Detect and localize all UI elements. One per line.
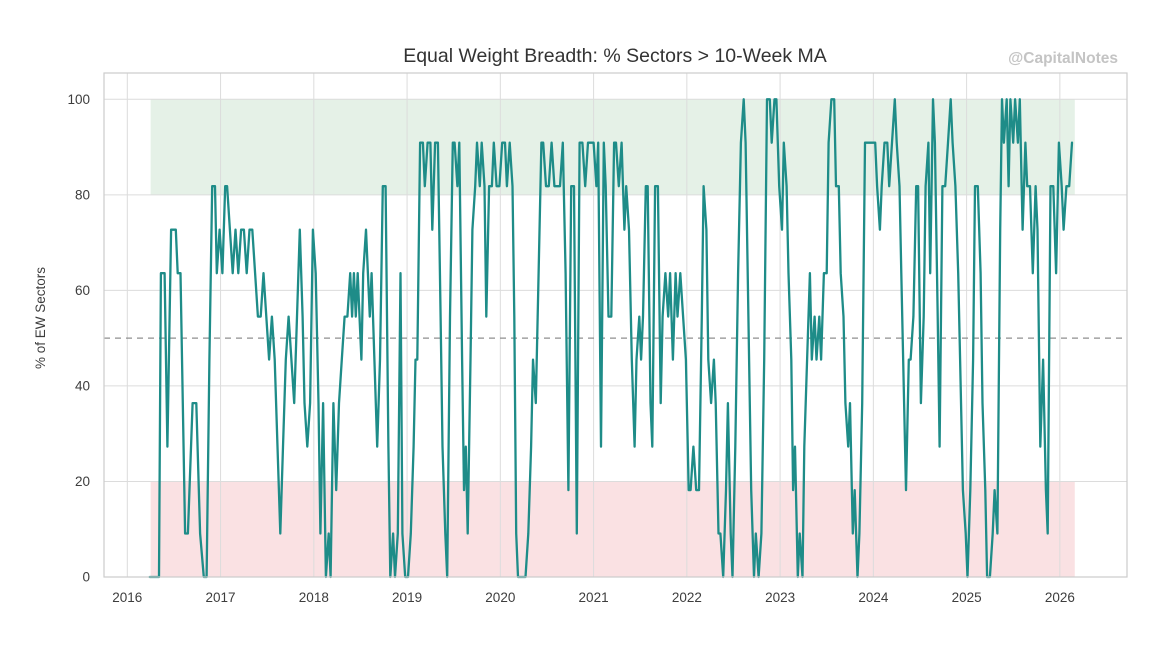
x-tick-label: 2025 [952,590,982,605]
x-tick-label: 2018 [299,590,329,605]
x-tick-label: 2024 [858,590,889,605]
x-tick-label: 2021 [579,590,609,605]
x-tick-label: 2017 [206,590,236,605]
shaded-zones [150,99,1075,577]
plot-border [103,72,1128,578]
y-axis-label: % of EW Sectors [33,267,48,369]
y-tick-label: 0 [82,570,90,585]
x-tick-label: 2026 [1045,590,1075,605]
oversold-zone [150,481,1075,577]
breadth-line-layer [148,98,1074,579]
y-tick-label: 100 [67,92,90,107]
x-tick-label: 2019 [392,590,422,605]
breadth-line [148,98,1074,579]
watermark: @CapitalNotes [1008,50,1118,67]
y-tick-label: 20 [75,474,90,489]
x-tick-label: 2022 [672,590,702,605]
tick-labels: 2016 2017 2018 2019 2020 2021 2022 2023 2024 2025… [67,92,1074,605]
x-tick-label: 2020 [485,590,515,605]
y-tick-label: 60 [75,283,90,298]
y-tick-label: 40 [75,379,90,394]
y-tick-label: 80 [75,188,90,203]
chart-title: Equal Weight Breadth: % Sectors > 10-Wee… [403,45,827,67]
x-tick-label: 2016 [112,590,142,605]
x-tick-label: 2023 [765,590,795,605]
